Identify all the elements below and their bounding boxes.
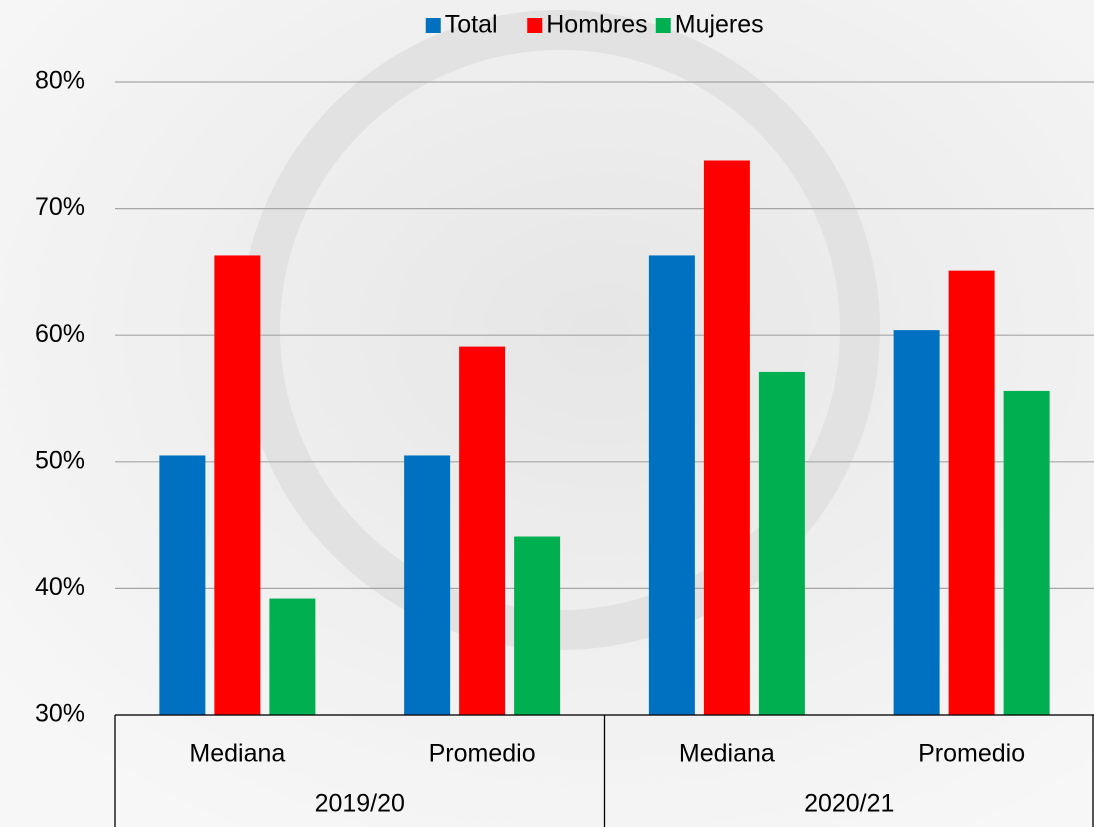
bar xyxy=(1003,390,1050,715)
x-tick-label: Promedio xyxy=(429,740,536,768)
bar xyxy=(758,371,805,715)
legend-swatch xyxy=(527,18,543,33)
bar xyxy=(703,160,750,715)
bar xyxy=(648,255,695,715)
bar xyxy=(514,536,561,715)
y-tick-label: 50% xyxy=(35,446,85,474)
x-tick-label: Promedio xyxy=(918,740,1025,768)
bar xyxy=(404,455,451,715)
legend-label: Mujeres xyxy=(675,11,764,39)
group-label: 2020/21 xyxy=(804,790,894,818)
legend-swatch xyxy=(655,18,671,33)
x-tick-label: Mediana xyxy=(189,740,285,768)
y-tick-label: 60% xyxy=(35,320,85,348)
bar xyxy=(948,270,995,715)
x-tick-label: Mediana xyxy=(679,740,775,768)
y-tick-label: 40% xyxy=(35,573,85,601)
legend-label: Total xyxy=(445,11,498,39)
bar xyxy=(893,330,940,715)
y-tick-label: 30% xyxy=(35,700,85,728)
legend-swatch xyxy=(425,18,441,33)
legend-label: Hombres xyxy=(546,11,647,39)
bar xyxy=(459,346,506,715)
bar xyxy=(159,455,206,715)
y-tick-label: 80% xyxy=(35,67,85,95)
bar xyxy=(214,255,261,715)
bar xyxy=(269,598,316,715)
group-label: 2019/20 xyxy=(315,790,405,818)
y-tick-label: 70% xyxy=(35,193,85,221)
